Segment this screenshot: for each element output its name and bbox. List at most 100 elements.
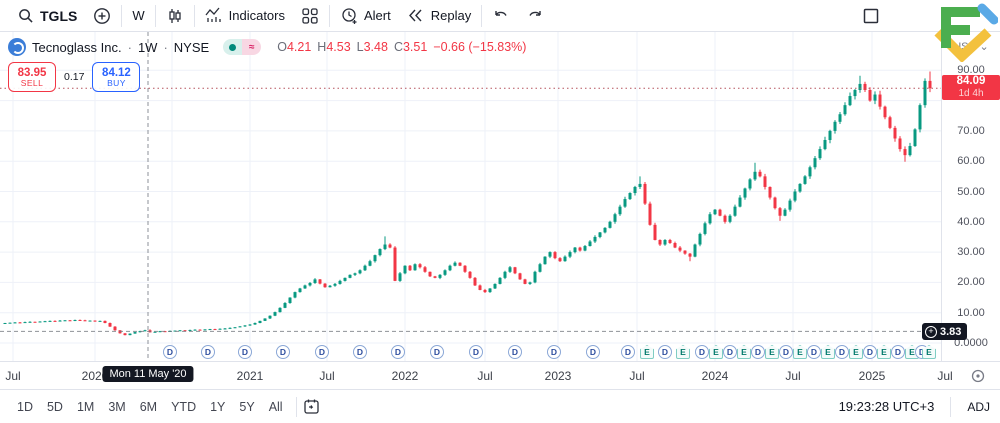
replay-button[interactable]: Replay <box>399 2 479 30</box>
indicators-icon <box>205 7 223 25</box>
separator-dot: · <box>163 39 168 55</box>
dividend-marker[interactable]: D <box>586 345 600 359</box>
dividend-marker[interactable]: D <box>723 345 737 359</box>
dividend-marker[interactable]: D <box>835 345 849 359</box>
close-value: 3.51 <box>402 40 428 54</box>
earnings-marker[interactable]: E <box>821 345 835 359</box>
buy-price: 84.12 <box>102 66 131 79</box>
dividend-marker[interactable]: D <box>658 345 672 359</box>
crosshair-price-label: + 3.83 <box>922 323 968 341</box>
dividend-marker[interactable]: D <box>163 345 177 359</box>
range-button-6m[interactable]: 6M <box>139 399 158 414</box>
time-tick-label: 2020 <box>81 369 109 383</box>
time-tick-label: Jul <box>629 369 645 383</box>
indicators-button[interactable]: Indicators <box>197 2 293 30</box>
chart-main: Tecnoglass Inc. · 1W · NYSE ≈ O4.21 H4.5… <box>0 32 1000 361</box>
symbol-full-name[interactable]: Tecnoglass Inc. <box>32 39 122 55</box>
range-button-1y[interactable]: 1Y <box>210 399 226 414</box>
range-button-1d[interactable]: 1D <box>17 399 33 414</box>
chart-type-button[interactable] <box>158 2 192 30</box>
dividend-marker[interactable]: D <box>353 345 367 359</box>
earnings-marker[interactable]: E <box>765 345 779 359</box>
range-button-all[interactable]: All <box>268 399 283 414</box>
dividend-marker[interactable]: D <box>430 345 444 359</box>
earnings-marker[interactable]: E <box>640 345 654 359</box>
date-range-buttons: 1D 5D 1M 3M 6M YTD 1Y 5Y All <box>10 396 290 418</box>
undo-button[interactable] <box>484 2 518 30</box>
price-tick-label: 50.00 <box>957 185 985 198</box>
time-tick-label: Jul <box>937 369 953 383</box>
compare-button[interactable] <box>85 2 119 30</box>
dividend-marker[interactable]: D <box>238 345 252 359</box>
earnings-marker[interactable]: E <box>709 345 723 359</box>
redo-button[interactable] <box>518 2 552 30</box>
dividend-marker[interactable]: D <box>891 345 905 359</box>
dividend-marker[interactable]: D <box>391 345 405 359</box>
price-tick-label: 20.00 <box>957 276 985 289</box>
price-axis[interactable]: USD ⌄ 84.09 1d 4h + 3.83 90.00 70.00 60.00… <box>922 32 1000 361</box>
range-button-5y[interactable]: 5Y <box>239 399 255 414</box>
symbol-exchange[interactable]: NYSE <box>173 39 210 55</box>
session-clock[interactable]: 19:23:28 UTC+3 <box>838 399 935 414</box>
toolbar-separator <box>154 4 156 27</box>
symbol-search-button[interactable]: TGLS <box>8 2 85 30</box>
symbol-interval[interactable]: 1W <box>137 39 158 55</box>
search-icon <box>16 7 34 25</box>
templates-grid-icon <box>301 7 319 25</box>
low-value: 3.48 <box>363 40 388 54</box>
go-to-date-button[interactable] <box>303 398 320 415</box>
range-button-1m[interactable]: 1M <box>76 399 95 414</box>
time-tick-label: Jul <box>477 369 493 383</box>
adjust-data-toggle[interactable]: ADJ <box>967 399 990 414</box>
add-alert-plus-icon[interactable]: + <box>925 325 937 338</box>
chevron-down-icon: ⌄ <box>979 41 989 53</box>
wave-chip: ≈ <box>242 39 262 55</box>
range-button-5d[interactable]: 5D <box>46 399 63 414</box>
earnings-marker[interactable]: E <box>676 345 690 359</box>
earnings-marker[interactable]: E <box>877 345 891 359</box>
toolbar-separator <box>329 4 330 27</box>
dividend-marker[interactable]: D <box>695 345 709 359</box>
high-key: H <box>317 40 327 54</box>
earnings-marker[interactable]: E <box>737 345 751 359</box>
dividend-marker[interactable]: D <box>276 345 290 359</box>
buy-button[interactable]: 84.12 BUY <box>92 62 141 92</box>
dividend-marker[interactable]: D <box>469 345 483 359</box>
alert-label: Alert <box>364 8 391 23</box>
time-axis[interactable]: Mon 11 May '20 Jul 2020 2021 Jul 2022 Jul 2023… <box>0 361 1000 389</box>
earnings-marker[interactable]: E <box>793 345 807 359</box>
buy-label: BUY <box>107 77 126 88</box>
dividend-marker[interactable]: D <box>807 345 821 359</box>
earnings-marker[interactable]: E <box>922 345 936 359</box>
interval-button[interactable]: W <box>124 2 152 30</box>
symbol-status-chip[interactable]: ≈ <box>223 39 262 55</box>
toolbar-separator <box>295 396 297 417</box>
dividend-marker[interactable]: D <box>863 345 877 359</box>
candlestick-icon <box>166 7 184 25</box>
dividend-marker[interactable]: D <box>508 345 522 359</box>
sell-button[interactable]: 83.95 SELL <box>8 62 56 92</box>
crosshair-date-label: Mon 11 May '20 <box>102 366 194 382</box>
axis-settings-icon[interactable] <box>970 368 986 384</box>
indicators-label: Indicators <box>228 8 285 23</box>
price-tick-label: 90.00 <box>957 64 985 77</box>
range-button-ytd[interactable]: YTD <box>171 399 197 414</box>
price-tick-label: 10.00 <box>957 306 985 319</box>
dividend-marker[interactable]: D <box>621 345 635 359</box>
toolbar-separator <box>950 396 952 417</box>
dividend-marker[interactable]: D <box>751 345 765 359</box>
dividend-marker[interactable]: D <box>201 345 215 359</box>
currency-selector[interactable]: USD ⌄ <box>942 40 1000 53</box>
fullscreen-button[interactable] <box>854 2 888 30</box>
fullscreen-square-icon <box>862 7 880 25</box>
chart-pane[interactable]: Tecnoglass Inc. · 1W · NYSE ≈ O4.21 H4.5… <box>0 32 942 361</box>
earnings-marker[interactable]: E <box>849 345 863 359</box>
replay-label: Replay <box>430 8 472 23</box>
indicator-templates-button[interactable] <box>293 2 327 30</box>
dividend-marker[interactable]: D <box>779 345 793 359</box>
dividend-marker[interactable]: D <box>547 345 561 359</box>
alert-button[interactable]: Alert <box>332 2 399 30</box>
dividend-marker[interactable]: D <box>315 345 329 359</box>
range-button-3m[interactable]: 3M <box>108 399 126 414</box>
